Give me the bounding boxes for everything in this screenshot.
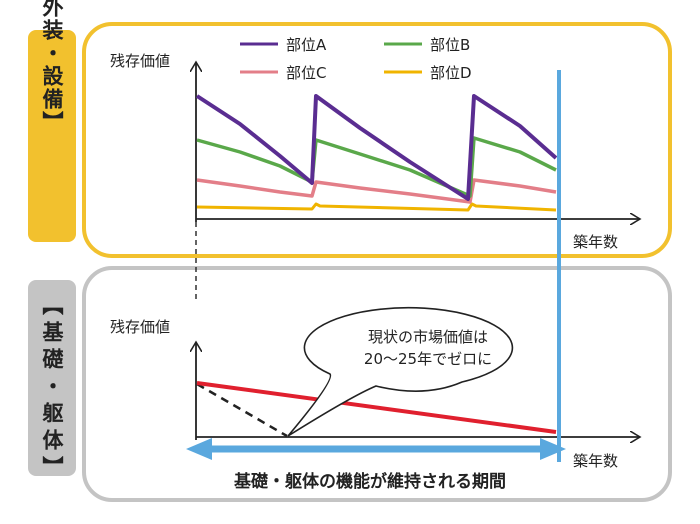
legend: 部位A 部位B 部位C 部位D (240, 36, 472, 82)
legend-label-c: 部位C (286, 64, 326, 82)
series-line-b (196, 136, 557, 198)
bottom-y-label: 残存価値 (110, 318, 170, 336)
speech-bubble (287, 306, 514, 437)
legend-label-a: 部位A (286, 36, 327, 54)
bottom-x-label: 築年数 (573, 452, 618, 470)
series-line-c (196, 178, 557, 204)
bottom-tab (28, 280, 76, 476)
bubble-text-line1: 現状の市場価値は (368, 328, 488, 346)
bubble-text-line2: 20～25年でゼロに (364, 350, 492, 368)
top-y-label: 残存価値 (110, 52, 170, 70)
period-label: 基礎・躯体の機能が維持される期間 (233, 471, 506, 492)
top-x-label: 築年数 (573, 233, 618, 251)
legend-label-d: 部位D (430, 64, 472, 82)
series-line-d (196, 202, 557, 212)
period-arrow (186, 438, 566, 460)
legend-label-b: 部位B (430, 36, 470, 54)
bottom-tab-label: 【基礎・躯体】 (40, 294, 65, 483)
series-line-a (195, 94, 558, 201)
market-value-dashed-line (196, 382, 288, 438)
top-tab-label: 【内外装・設備】 (40, 0, 64, 134)
structure-value-line (196, 381, 557, 434)
top-tab (28, 30, 76, 242)
